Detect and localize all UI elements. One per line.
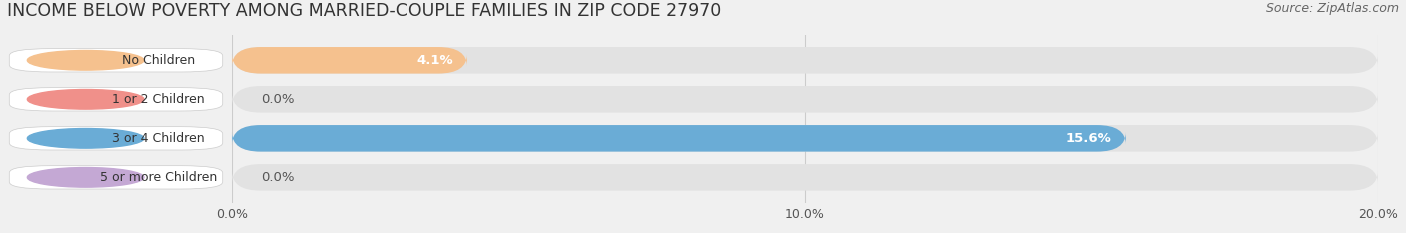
- Text: No Children: No Children: [122, 54, 195, 67]
- Text: 3 or 4 Children: 3 or 4 Children: [112, 132, 205, 145]
- FancyBboxPatch shape: [10, 166, 222, 189]
- Text: 15.6%: 15.6%: [1066, 132, 1112, 145]
- FancyBboxPatch shape: [232, 47, 467, 74]
- FancyBboxPatch shape: [232, 86, 1378, 113]
- Text: 0.0%: 0.0%: [260, 93, 294, 106]
- Circle shape: [27, 168, 143, 187]
- FancyBboxPatch shape: [10, 127, 222, 150]
- FancyBboxPatch shape: [232, 47, 1378, 74]
- FancyBboxPatch shape: [10, 88, 222, 111]
- Text: 5 or more Children: 5 or more Children: [100, 171, 218, 184]
- Text: 1 or 2 Children: 1 or 2 Children: [112, 93, 205, 106]
- FancyBboxPatch shape: [232, 164, 1378, 191]
- Text: INCOME BELOW POVERTY AMONG MARRIED-COUPLE FAMILIES IN ZIP CODE 27970: INCOME BELOW POVERTY AMONG MARRIED-COUPL…: [7, 2, 721, 20]
- Text: 0.0%: 0.0%: [260, 171, 294, 184]
- FancyBboxPatch shape: [10, 49, 222, 72]
- Circle shape: [27, 51, 143, 70]
- Circle shape: [27, 129, 143, 148]
- Text: Source: ZipAtlas.com: Source: ZipAtlas.com: [1265, 2, 1399, 15]
- FancyBboxPatch shape: [232, 125, 1126, 152]
- FancyBboxPatch shape: [232, 125, 1378, 152]
- Circle shape: [27, 89, 143, 109]
- Text: 4.1%: 4.1%: [416, 54, 453, 67]
